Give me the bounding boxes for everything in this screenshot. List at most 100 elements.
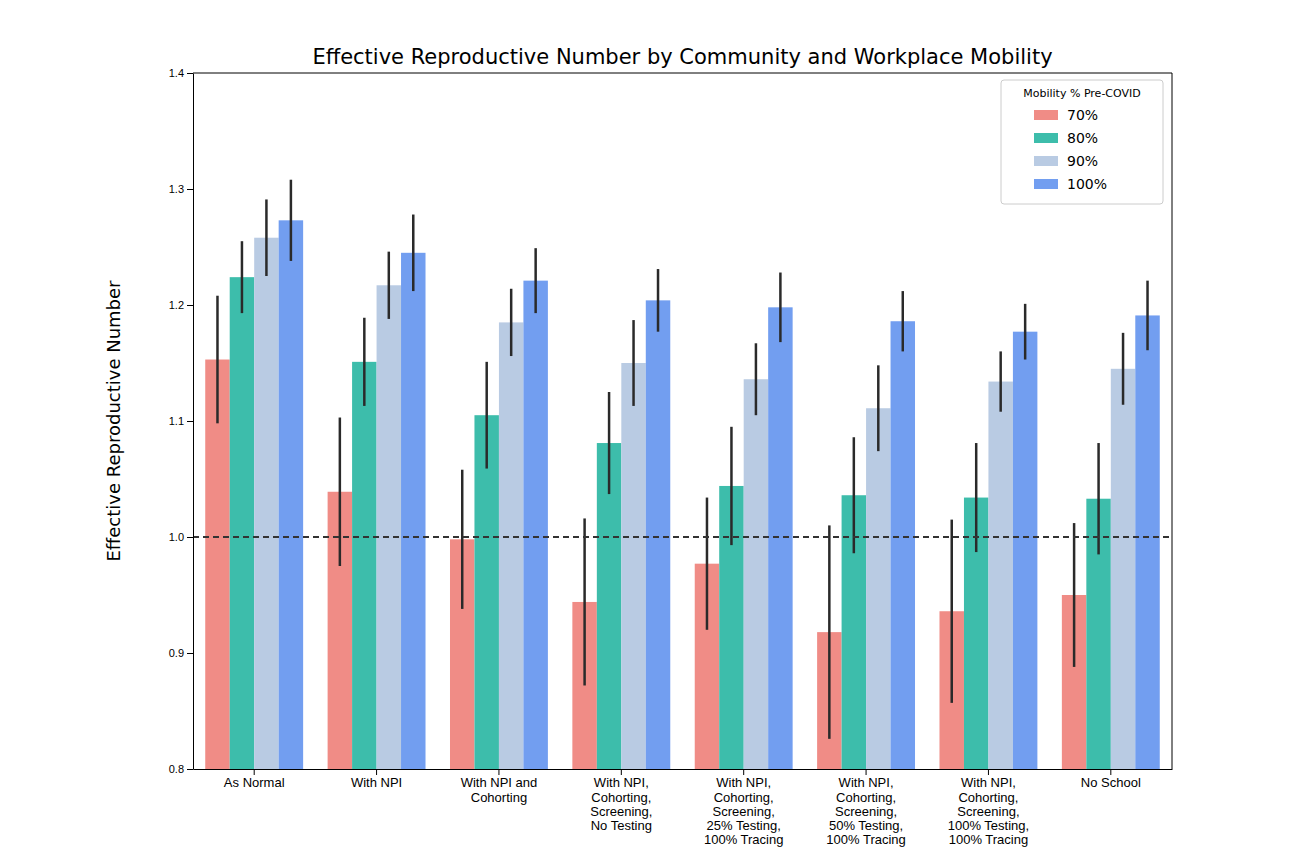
y-tick-label: 1.4	[169, 67, 184, 79]
error-bar	[999, 351, 1002, 411]
error-bar	[461, 470, 464, 609]
error-bar	[1073, 523, 1076, 667]
x-tick-mark	[988, 769, 989, 775]
x-axis-line	[194, 769, 1173, 770]
chart: 0.80.91.01.11.21.31.4As NormalWith NPIWi…	[0, 0, 1302, 868]
legend-label: 70%	[1067, 107, 1098, 123]
y-tick-mark	[187, 73, 193, 74]
x-tick-mark	[621, 769, 622, 775]
y-tick-label: 1.2	[169, 299, 184, 311]
y-tick: 1.4	[169, 67, 193, 79]
error-bar	[779, 273, 782, 343]
series-bars	[254, 238, 1135, 769]
x-tick: With NPI,Cohorting,Screening,50% Testing…	[826, 769, 906, 847]
error-bar	[583, 518, 586, 685]
bar	[866, 408, 890, 769]
error-bar	[510, 289, 513, 356]
x-tick-mark	[866, 769, 867, 775]
y-tick: 1.0	[169, 531, 193, 543]
x-tick: With NPI andCohorting	[461, 769, 538, 805]
error-bar	[1122, 333, 1125, 405]
x-tick: No School	[1081, 769, 1141, 790]
error-bar	[363, 318, 366, 406]
legend-swatch	[1034, 110, 1058, 120]
x-tick-label: With NPI,Cohorting,Screening,50% Testing…	[826, 775, 906, 847]
frame	[193, 73, 1172, 74]
error-bar	[730, 427, 733, 545]
legend-label: 90%	[1067, 153, 1098, 169]
bar	[352, 362, 376, 769]
error-bar	[241, 241, 244, 313]
y-tick-mark	[187, 305, 193, 306]
error-bar	[755, 343, 758, 415]
error-bar	[877, 365, 880, 451]
plot-area: 0.80.91.01.11.21.31.4As NormalWith NPIWi…	[169, 67, 1173, 847]
error-bar	[1146, 281, 1149, 351]
error-bar	[853, 437, 856, 553]
x-tick-label: With NPI,Cohorting,Screening,No Testing	[590, 775, 652, 833]
x-tick-label: As Normal	[224, 775, 285, 790]
error-bar	[485, 362, 488, 469]
bar	[401, 253, 425, 769]
x-tick-mark	[254, 769, 255, 775]
y-tick-mark	[187, 421, 193, 422]
x-tick-mark	[498, 769, 499, 775]
y-tick-label: 1.0	[169, 531, 184, 543]
x-tick-mark	[376, 769, 377, 775]
y-tick: 1.3	[169, 183, 193, 195]
error-bar	[265, 199, 268, 276]
y-tick-mark	[187, 653, 193, 654]
y-tick: 1.2	[169, 299, 193, 311]
bar	[254, 238, 278, 769]
bar	[499, 322, 523, 769]
bar	[523, 281, 547, 769]
y-tick: 0.8	[169, 763, 193, 775]
x-tick: With NPI,Cohorting,Screening,25% Testing…	[704, 769, 784, 847]
legend: Mobility % Pre-COVID70%80%90%100%	[1001, 80, 1163, 204]
legend-swatch	[1034, 156, 1058, 166]
error-bar	[828, 525, 831, 738]
bar	[744, 379, 768, 769]
series-bars	[205, 360, 1086, 769]
bar	[377, 285, 401, 769]
x-tick: With NPI,Cohorting,Screening,No Testing	[590, 769, 652, 833]
y-tick-label: 1.3	[169, 183, 184, 195]
x-tick-mark	[743, 769, 744, 775]
frame	[1172, 73, 1173, 769]
y-tick-label: 0.9	[169, 647, 184, 659]
error-bar	[290, 180, 293, 261]
y-tick-mark	[187, 189, 193, 190]
reference-line	[193, 536, 1172, 538]
legend-swatch	[1034, 133, 1058, 143]
bar	[1013, 332, 1037, 769]
error-bar	[1024, 304, 1027, 360]
bar	[1111, 369, 1135, 769]
y-axis: 0.8 0.9 1.0 1.1 1.2 1.3 1.4	[169, 67, 194, 775]
legend-swatch	[1034, 179, 1058, 189]
x-tick-label: No School	[1081, 775, 1141, 790]
y-tick: 1.1	[169, 415, 193, 427]
error-bar	[632, 320, 635, 406]
error-bar	[657, 269, 660, 332]
error-bar	[534, 248, 537, 313]
bar	[988, 382, 1012, 769]
bar	[1135, 315, 1159, 769]
y-tick-label: 0.8	[169, 763, 184, 775]
x-tick-label: With NPI,Cohorting,Screening,100% Testin…	[948, 775, 1029, 847]
legend-label: 100%	[1067, 176, 1107, 192]
bar	[891, 321, 915, 769]
bar	[621, 363, 645, 769]
x-tick-label: With NPI andCohorting	[461, 775, 538, 804]
error-bar	[950, 520, 953, 703]
y-axis-title: Effective Reproductive Number	[103, 280, 124, 562]
y-tick-mark	[187, 537, 193, 538]
y-axis-line	[193, 74, 194, 770]
x-tick: As Normal	[224, 769, 285, 790]
series-bars	[279, 220, 1160, 769]
legend-title: Mobility % Pre-COVID	[1023, 87, 1140, 100]
series-bars	[230, 277, 1111, 769]
y-tick-mark	[187, 769, 193, 770]
data-marks	[193, 180, 1172, 769]
y-tick: 0.9	[169, 647, 193, 659]
x-tick-label: With NPI,Cohorting,Screening,25% Testing…	[704, 775, 784, 847]
